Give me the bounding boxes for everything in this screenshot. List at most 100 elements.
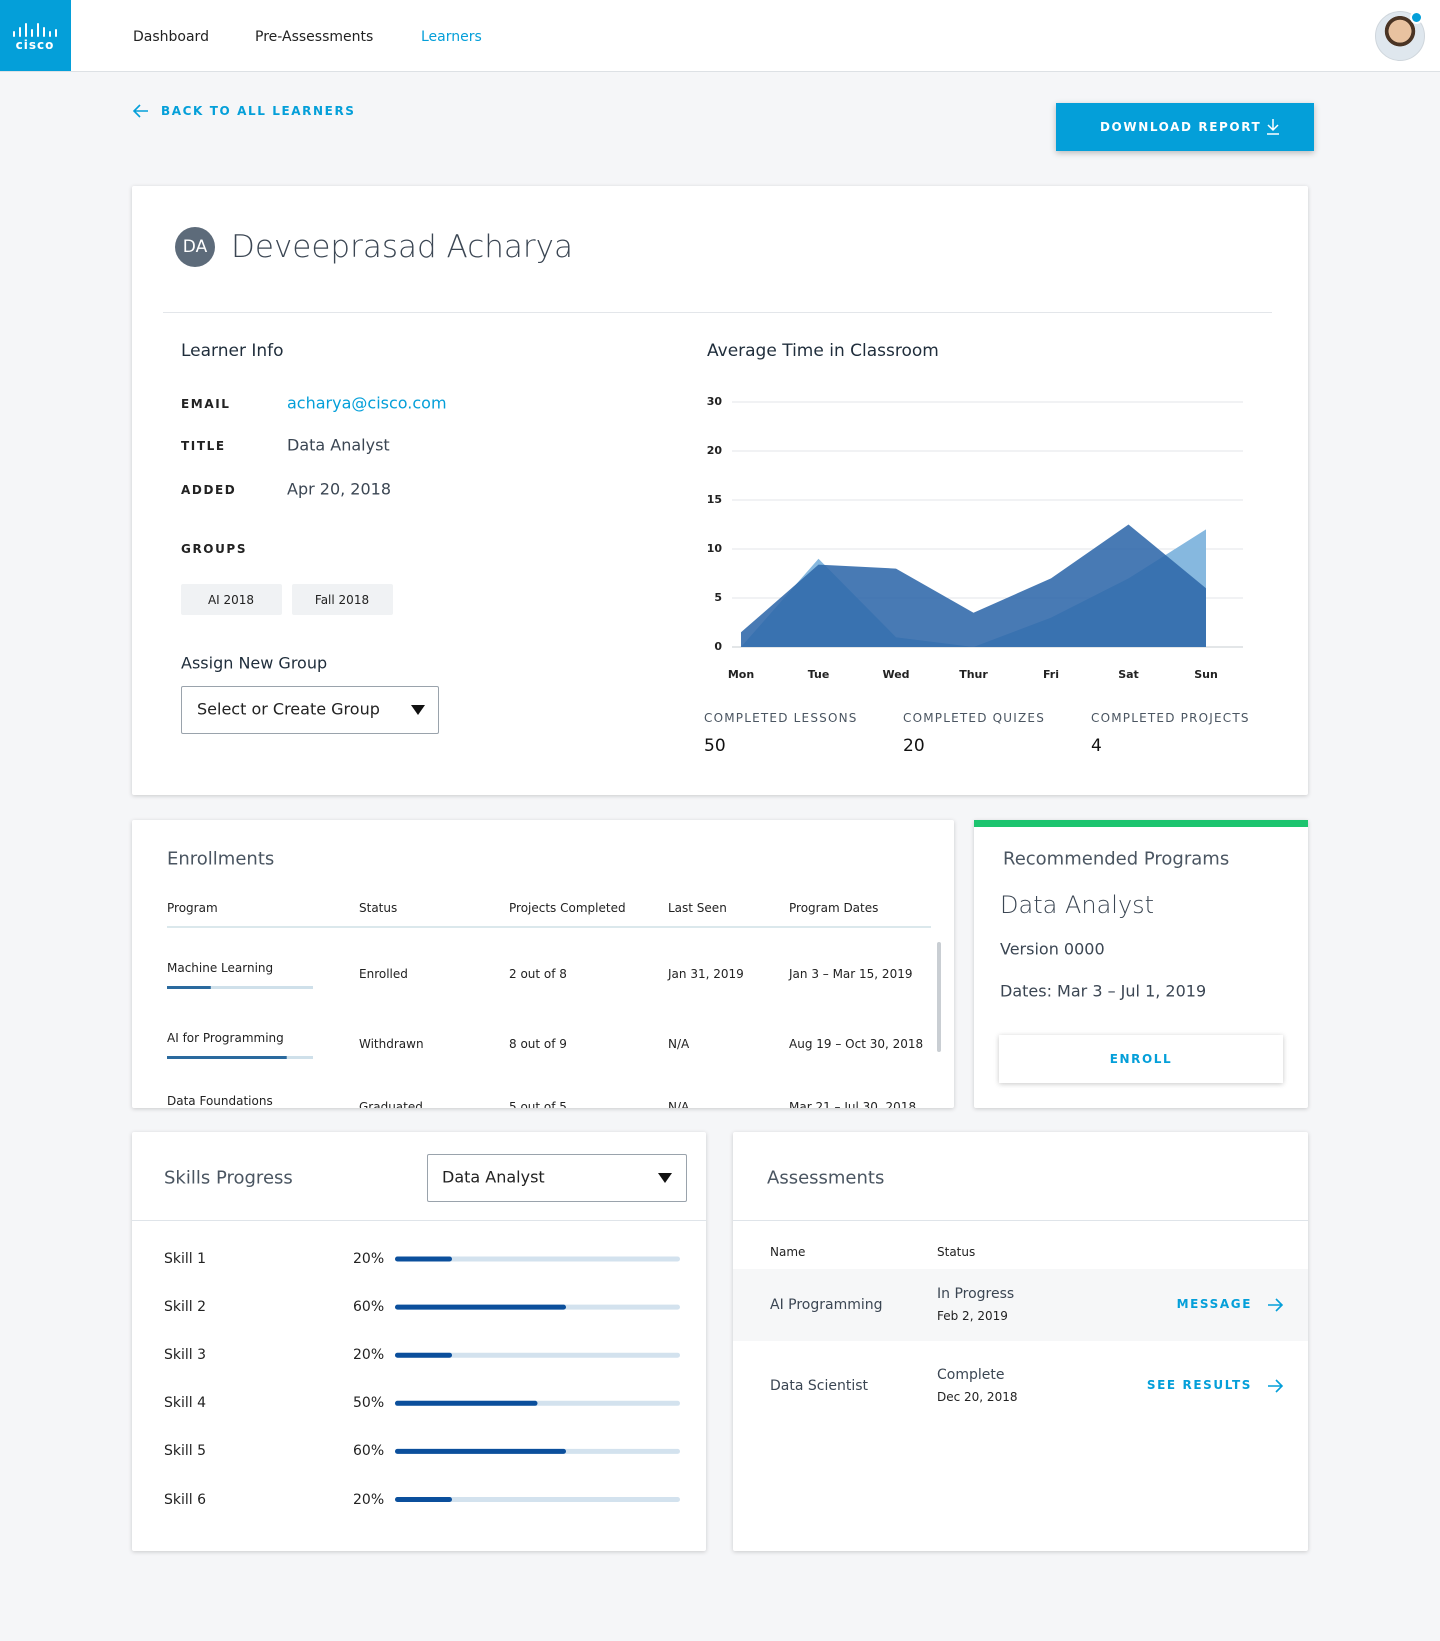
assessment-date: Feb 2, 2019 [937,1309,1008,1323]
dropdown-icon [411,705,425,715]
download-button-label: DOWNLOAD REPORT [1100,120,1262,134]
group-chip[interactable] [181,584,282,615]
skill-bar [395,1256,452,1262]
skills-select[interactable] [427,1154,687,1202]
field-label: EMAIL [181,397,231,411]
enroll-button[interactable] [999,1035,1283,1083]
chart-title: Average Time in Classroom [707,341,939,361]
area [741,524,1206,647]
divider [132,1220,706,1221]
skill-percent: 20% [353,1491,385,1508]
column-header: Name [770,1245,806,1259]
group-select[interactable] [181,686,439,734]
assessment-status: Complete [937,1367,1005,1383]
scrollbar [937,942,941,1052]
section-title: Assign New Group [181,653,328,673]
logo-text: cisco [15,38,55,52]
download-icon [1267,119,1279,135]
program-version: Version 0000 [1000,939,1105,959]
assessment-action[interactable]: SEE RESULTS [1146,1378,1252,1392]
back-arrow-icon [132,104,148,118]
nav-bar [0,0,1440,72]
avatar-dot [1410,11,1423,24]
y-tick-label: 0 [714,640,722,653]
progress-bar [167,986,211,989]
recommended-accent [974,820,1308,827]
stat-label: COMPLETED LESSONS [704,711,858,725]
skill-track [395,1256,680,1262]
assessment-name: AI Programming [770,1297,883,1313]
arrow-icon [1268,1298,1284,1312]
group-chip-label: AI 2018 [207,593,255,607]
card-title: Recommended Programs [1003,848,1230,870]
skill-percent: 20% [353,1347,385,1364]
field-label: ADDED [181,483,237,497]
skill-name: Skill 3 [164,1347,207,1364]
logo[interactable]: cisco [0,0,71,71]
progress-bar [167,1056,287,1059]
select-value: Data Analyst [442,1167,545,1187]
x-tick-label: Sun [1194,668,1218,681]
stat-value: 4 [1091,736,1102,756]
nav-link[interactable]: Learners [421,29,482,45]
group-chip[interactable] [292,584,393,615]
field-value: Apr 20, 2018 [287,479,392,499]
x-tick-label: Mon [728,668,754,681]
y-tick-label: 30 [707,395,723,408]
skill-name: Skill 4 [164,1395,207,1412]
row-highlight [733,1269,1308,1341]
column-header: Status [937,1245,976,1259]
group-chip-label: Fall 2018 [314,593,370,607]
y-tick-label: 15 [707,493,722,506]
assessments-card [733,1132,1308,1551]
stat-value: 20 [903,736,925,756]
divider [733,1220,1308,1221]
skill-bar [395,1352,452,1358]
skill-name: Skill 5 [164,1443,207,1460]
x-tick-label: Tue [808,668,830,681]
initials: DA [182,237,208,257]
x-tick-label: Fri [1043,668,1059,681]
section-title: Learner Info [181,341,284,361]
back-link[interactable]: BACK TO ALL LEARNERS [161,104,356,118]
logo-bars [13,23,57,37]
assessment-action[interactable]: MESSAGE [1176,1297,1252,1311]
skill-bar [395,1448,566,1454]
dropdown-icon [658,1173,672,1183]
skill-bar [395,1304,566,1310]
enroll-label: ENROLL [1109,1052,1173,1066]
skill-track [395,1497,680,1502]
skill-track [395,1352,680,1358]
skill-percent: 60% [353,1443,385,1460]
program-title: Data Analyst [1000,891,1155,919]
card-title: Assessments [767,1167,885,1189]
y-tick-label: 5 [714,591,722,604]
skill-percent: 60% [353,1299,385,1316]
x-tick-label: Thur [959,668,988,681]
assessment-date: Dec 20, 2018 [937,1390,1018,1404]
skill-percent: 50% [353,1395,385,1412]
skill-name: Skill 1 [164,1251,207,1267]
assessment-name: Data Scientist [770,1378,868,1394]
enrollments-card [132,820,954,1108]
nav-link[interactable]: Pre-Assessments [255,29,374,45]
learner-name: Deveeprasad Acharya [231,229,573,265]
stat-label: COMPLETED QUIZES [903,711,1046,725]
skill-name: Skill 2 [164,1299,207,1316]
initials-avatar [175,227,215,267]
y-tick-label: 20 [707,444,723,457]
skill-bar [395,1400,538,1406]
skill-name: Skill 6 [164,1491,207,1508]
stat-value: 50 [704,736,726,756]
skill-bar [395,1497,452,1502]
nav-link[interactable]: Dashboard [133,29,209,45]
field-value[interactable]: acharya@cisco.com [287,393,447,413]
stat-label: COMPLETED PROJECTS [1091,711,1250,725]
program-dates: Dates: Mar 3 – Jul 1, 2019 [1000,981,1207,1001]
select-placeholder: Select or Create Group [197,699,380,719]
y-tick-label: 10 [707,542,723,555]
x-tick-label: Wed [882,668,909,681]
field-label: TITLE [181,439,226,453]
skill-percent: 20% [353,1251,385,1267]
